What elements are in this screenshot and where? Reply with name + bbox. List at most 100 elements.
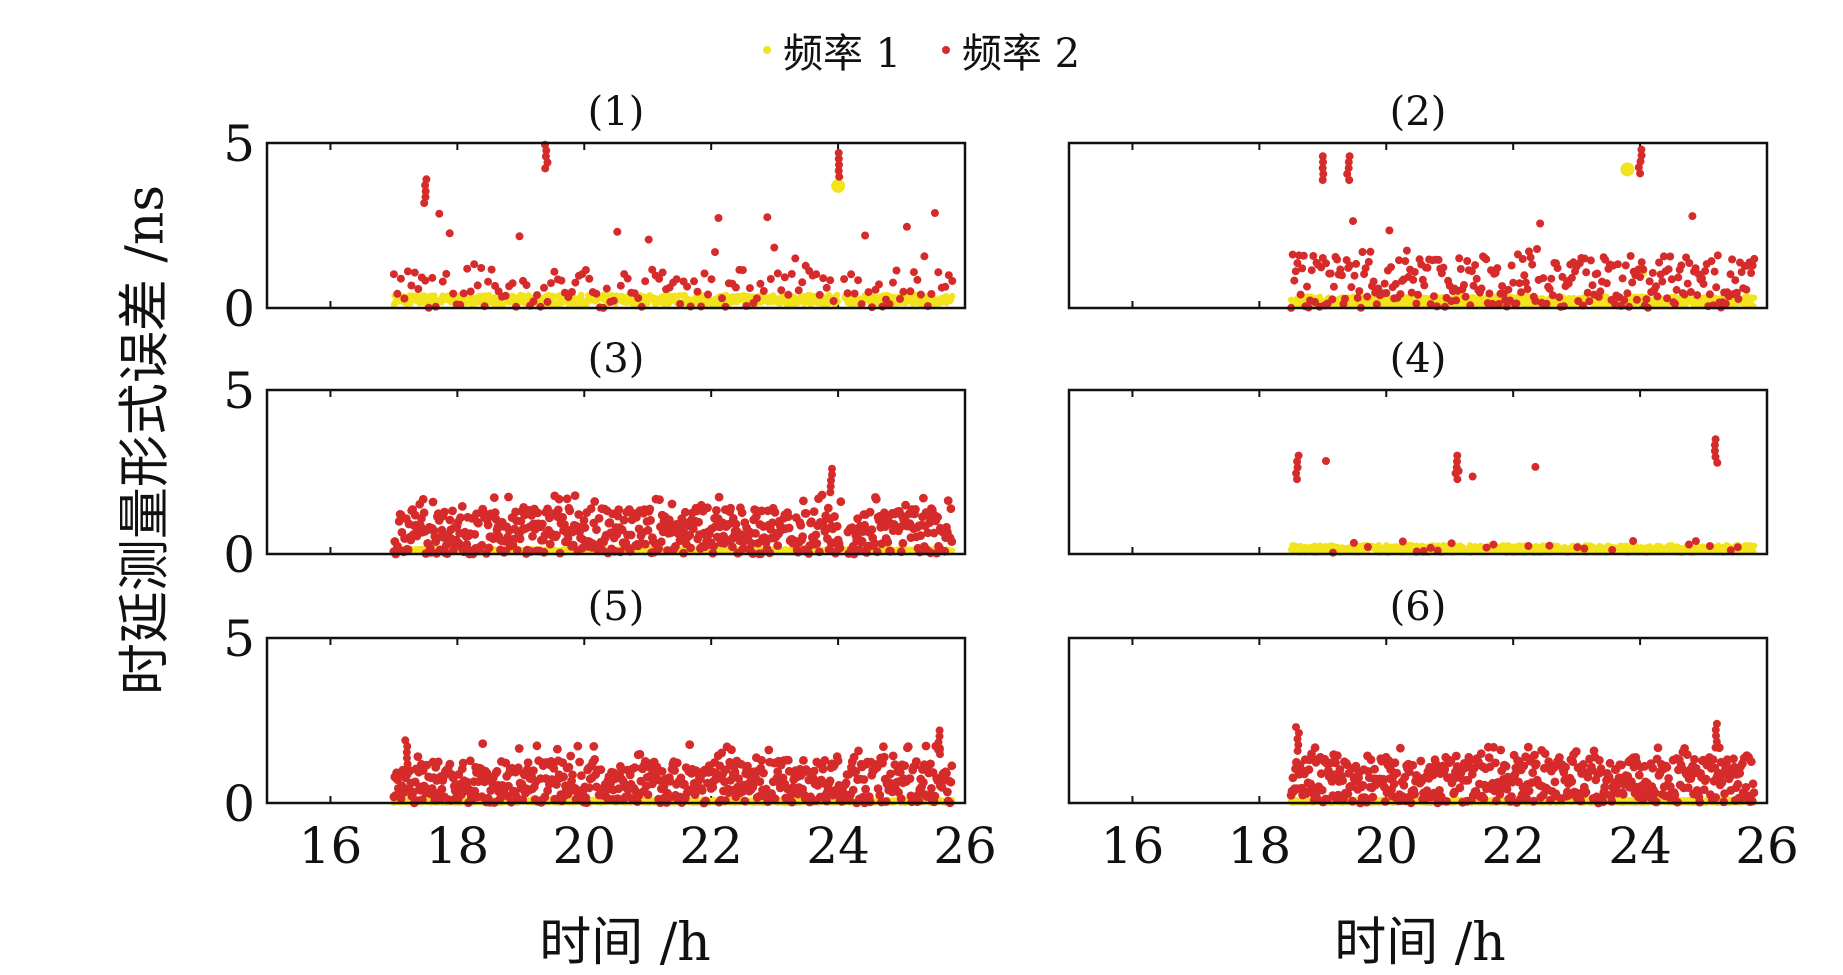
point-frequency-2 [818, 491, 827, 500]
point-frequency-2 [568, 288, 576, 296]
point-frequency-2 [1633, 296, 1641, 304]
point-frequency-2 [760, 287, 768, 295]
point-frequency-2 [899, 539, 908, 548]
plot-frame [1069, 390, 1767, 554]
panel-title: (2) [1390, 89, 1447, 135]
point-frequency-2 [1330, 283, 1338, 291]
point-frequency-2 [553, 745, 562, 754]
point-frequency-2 [854, 276, 862, 284]
point-frequency-2 [523, 281, 531, 289]
point-frequency-2 [1508, 262, 1516, 270]
point-frequency-2 [557, 277, 565, 285]
point-frequency-2 [1708, 257, 1716, 265]
point-frequency-2 [774, 269, 782, 277]
point-frequency-2 [715, 493, 724, 502]
panel-title: (3) [588, 336, 645, 382]
point-frequency-2 [540, 548, 549, 557]
point-frequency-2 [493, 767, 502, 776]
panel-title: (4) [1390, 336, 1447, 382]
point-frequency-2 [1363, 293, 1371, 301]
point-frequency-2 [533, 291, 541, 299]
point-frequency-2 [1639, 265, 1647, 273]
point-frequency-2 [1742, 286, 1750, 294]
point-frequency-2 [690, 277, 698, 285]
point-frequency-2 [446, 760, 455, 769]
point-frequency-2 [1749, 262, 1757, 270]
point-frequency-2 [785, 524, 794, 533]
point-frequency-2 [1322, 259, 1330, 267]
point-frequency-2 [948, 277, 956, 285]
point-frequency-2 [1747, 269, 1755, 277]
point-frequency-2 [767, 275, 775, 283]
point-frequency-2 [1701, 267, 1709, 275]
point-frequency-2 [504, 493, 513, 502]
point-frequency-2 [1483, 544, 1491, 552]
point-frequency-2 [1412, 300, 1420, 308]
point-frequency-2 [751, 529, 760, 538]
point-frequency-2 [488, 266, 496, 274]
point-frequency-2 [565, 763, 574, 772]
y-tick-label: 5 [223, 362, 255, 420]
point-frequency-2 [620, 516, 629, 525]
point-frequency-2 [1524, 542, 1532, 550]
point-frequency-2 [1685, 541, 1693, 549]
point-frequency-2 [840, 275, 848, 283]
point-frequency-2 [428, 274, 436, 282]
point-frequency-2 [791, 254, 799, 262]
point-frequency-2 [393, 290, 401, 298]
point-frequency-2 [449, 290, 457, 298]
point-frequency-2 [613, 228, 621, 236]
point-frequency-2 [435, 210, 443, 218]
point-frequency-2 [1596, 287, 1604, 295]
point-frequency-2 [826, 276, 834, 284]
point-frequency-2 [777, 286, 785, 294]
point-frequency-2 [1665, 265, 1673, 273]
point-frequency-2 [1387, 263, 1395, 271]
point-frequency-2 [947, 537, 956, 546]
point-frequency-2 [1364, 543, 1372, 551]
point-frequency-2 [1555, 293, 1563, 301]
point-frequency-2 [947, 504, 956, 513]
point-frequency-2 [919, 494, 928, 503]
point-frequency-2 [1349, 217, 1357, 225]
point-frequency-2 [1322, 457, 1330, 465]
point-frequency-2 [903, 223, 911, 231]
point-frequency-2 [1731, 276, 1739, 284]
point-frequency-2 [470, 530, 479, 539]
point-frequency-2 [1711, 268, 1719, 276]
point-frequency-2 [1403, 247, 1411, 255]
point-frequency-2 [836, 544, 845, 553]
point-frequency-2 [446, 229, 454, 237]
point-frequency-2 [1455, 254, 1463, 262]
point-frequency-2 [432, 303, 440, 311]
point-frequency-2 [547, 279, 555, 287]
point-frequency-2 [830, 512, 839, 521]
point-frequency-2 [812, 539, 821, 548]
point-frequency-2 [1473, 275, 1481, 283]
point-frequency-2 [1666, 253, 1674, 261]
panel-4: (4) [1069, 336, 1767, 557]
point-frequency-2 [1463, 257, 1471, 265]
point-frequency-2 [533, 509, 542, 518]
point-frequency-2 [1728, 255, 1736, 263]
point-frequency-2 [738, 508, 747, 517]
point-frequency-1 [1751, 295, 1757, 301]
point-frequency-2 [474, 281, 482, 289]
point-frequency-2 [1381, 280, 1389, 288]
point-frequency-2 [624, 275, 632, 283]
point-frequency-2 [1420, 281, 1428, 289]
point-frequency-2 [485, 544, 494, 553]
point-frequency-2 [694, 518, 703, 527]
point-frequency-2 [1469, 473, 1477, 481]
point-frequency-2 [1460, 281, 1468, 289]
point-frequency-2 [1427, 544, 1435, 552]
point-frequency-2 [1490, 541, 1498, 549]
point-frequency-2 [1536, 220, 1544, 228]
point-frequency-2 [1365, 258, 1373, 266]
point-frequency-2 [686, 544, 695, 553]
point-frequency-2 [726, 504, 735, 513]
point-frequency-2 [429, 498, 438, 507]
point-frequency-2 [1482, 255, 1490, 263]
